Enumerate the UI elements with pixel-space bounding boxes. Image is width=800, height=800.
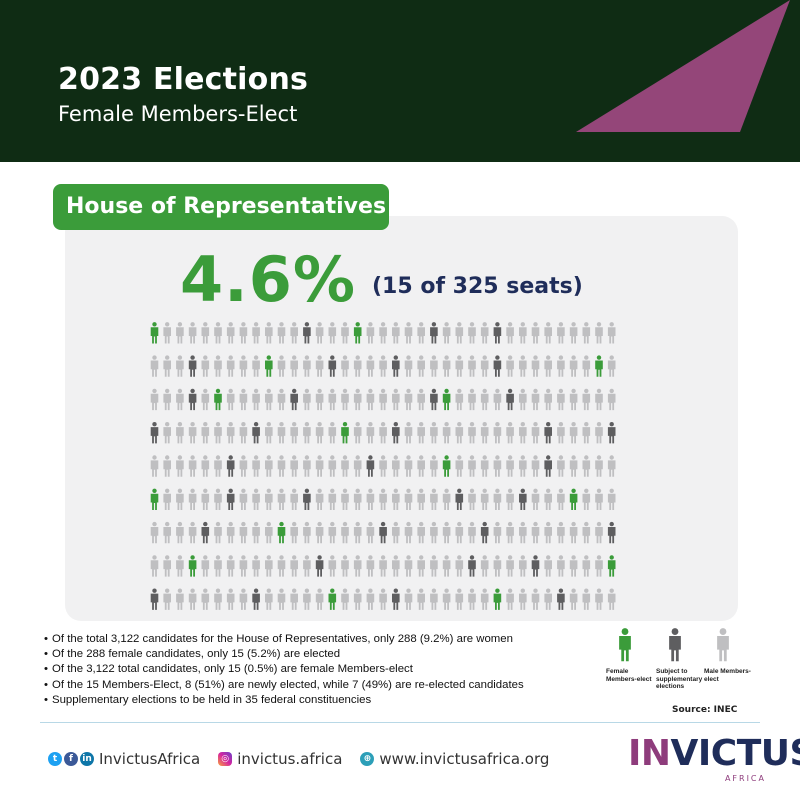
globe-icon[interactable]: ⊕ (360, 752, 375, 766)
legend-female: Female Members-elect (606, 628, 656, 683)
page-title: 2023 Elections (58, 62, 309, 97)
website-link[interactable]: www.invictusafrica.org (379, 750, 550, 768)
linkedin-icon[interactable]: in (80, 752, 94, 766)
legend-supplementary: Subject to supplementary elections (656, 628, 706, 691)
instagram-icon[interactable]: ◎ (218, 752, 233, 766)
logo-subtitle: AFRICA (724, 774, 766, 783)
female-percentage: 4.6% (180, 243, 356, 316)
header-banner: 2023 Elections Female Members-Elect (0, 0, 800, 162)
twitter-icon[interactable]: t (48, 752, 62, 766)
male-figure-icon (717, 628, 729, 662)
notes-list: Of the total 3,122 candidates for the Ho… (44, 632, 584, 708)
social-handle[interactable]: InvictusAfrica (99, 750, 201, 768)
supplementary-figure-icon (669, 628, 681, 662)
legend-male: Male Members-elect (704, 628, 754, 683)
instagram-handle[interactable]: invictus.africa (237, 750, 343, 768)
footer: t f in InvictusAfrica ◎ invictus.africa … (48, 748, 567, 770)
page-subtitle: Female Members-Elect (58, 102, 298, 126)
website-group[interactable]: ⊕ www.invictusafrica.org (360, 750, 549, 768)
footer-divider (40, 722, 760, 723)
facebook-icon[interactable]: f (64, 752, 78, 766)
legend-label: Male Members-elect (704, 668, 751, 683)
note-item: Of the total 3,122 candidates for the Ho… (44, 632, 584, 647)
legend-label: Subject to supplementary elections (656, 668, 703, 690)
note-item: Of the 15 Members-Elect, 8 (51%) are new… (44, 678, 584, 693)
logo-prefix: IN (628, 733, 671, 774)
section-badge: House of Representatives (53, 184, 389, 230)
note-item: Of the 288 female candidates, only 15 (5… (44, 647, 584, 662)
seat-panel (65, 216, 738, 621)
source-note: Source: INEC (672, 705, 738, 715)
logo-word: VICTUS (670, 733, 800, 774)
legend-label: Female Members-elect (606, 668, 652, 683)
invictus-logo: INVICTUS AFRICA (628, 733, 800, 786)
female-figure-icon (619, 628, 631, 662)
social-handle-group[interactable]: t f in InvictusAfrica (48, 750, 200, 768)
note-item: Supplementary elections to be held in 35… (44, 693, 584, 708)
decorative-triangle (576, 0, 790, 132)
seat-summary: (15 of 325 seats) (372, 274, 583, 299)
instagram-group[interactable]: ◎ invictus.africa (218, 750, 342, 768)
note-item: Of the 3,122 total candidates, only 15 (… (44, 662, 584, 677)
